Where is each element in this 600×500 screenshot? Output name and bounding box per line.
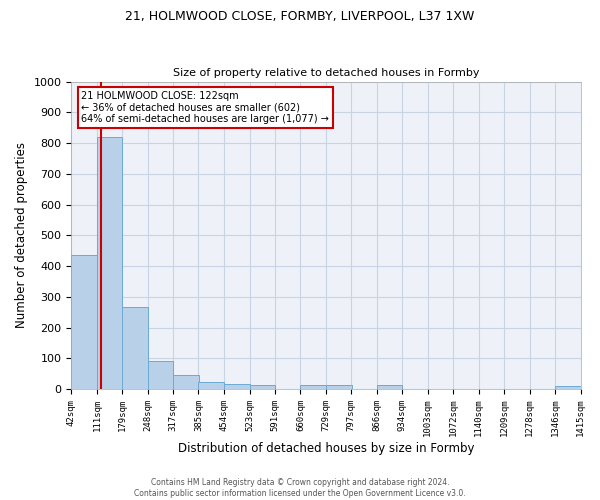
Text: Contains HM Land Registry data © Crown copyright and database right 2024.
Contai: Contains HM Land Registry data © Crown c… bbox=[134, 478, 466, 498]
Bar bbox=[122, 306, 148, 389]
Bar bbox=[377, 386, 403, 389]
Text: 21 HOLMWOOD CLOSE: 122sqm
← 36% of detached houses are smaller (602)
64% of semi: 21 HOLMWOOD CLOSE: 122sqm ← 36% of detac… bbox=[82, 91, 329, 124]
Text: 21, HOLMWOOD CLOSE, FORMBY, LIVERPOOL, L37 1XW: 21, HOLMWOOD CLOSE, FORMBY, LIVERPOOL, L… bbox=[125, 10, 475, 23]
Bar bbox=[97, 137, 122, 389]
X-axis label: Distribution of detached houses by size in Formby: Distribution of detached houses by size … bbox=[178, 442, 474, 455]
Bar bbox=[301, 386, 326, 389]
Y-axis label: Number of detached properties: Number of detached properties bbox=[15, 142, 28, 328]
Bar bbox=[148, 361, 173, 389]
Title: Size of property relative to detached houses in Formby: Size of property relative to detached ho… bbox=[173, 68, 479, 78]
Bar bbox=[555, 386, 581, 389]
Bar bbox=[173, 376, 199, 389]
Bar bbox=[224, 384, 250, 389]
Bar bbox=[199, 382, 224, 389]
Bar bbox=[326, 386, 352, 389]
Bar bbox=[71, 256, 97, 389]
Bar bbox=[250, 386, 275, 389]
